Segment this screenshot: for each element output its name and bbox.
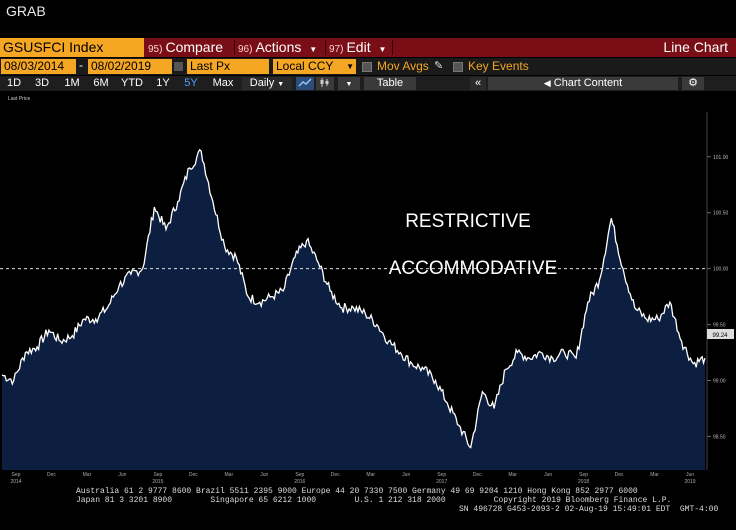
end-date-input[interactable]: 08/02/2019: [88, 59, 172, 74]
x-year-label: 2016: [294, 479, 305, 485]
mov-avgs-checkbox[interactable]: [362, 62, 372, 72]
view-type-label[interactable]: Line Chart: [663, 39, 728, 55]
y-tick-label: 99.50: [713, 323, 726, 329]
x-tick-label: Dec: [189, 472, 198, 478]
mov-avgs-label: Mov Avgs: [377, 59, 429, 73]
range-5y[interactable]: 5Y: [184, 77, 198, 89]
chevron-down-icon: ▼: [378, 45, 387, 54]
x-tick-label: Mar: [83, 472, 92, 478]
x-tick-label: Dec: [47, 472, 56, 478]
ticker-field[interactable]: GSUSFCI Index: [0, 38, 144, 57]
x-tick-label: Sep: [153, 472, 162, 478]
x-tick-label: Sep: [579, 472, 588, 478]
x-tick-label: Dec: [615, 472, 624, 478]
x-year-label: 2014: [10, 479, 21, 485]
x-tick-label: Dec: [331, 472, 340, 478]
start-date-input[interactable]: 08/03/2014: [1, 59, 76, 74]
chart-content-button[interactable]: ◀ Chart Content: [488, 77, 678, 90]
date-range-dash: -: [79, 58, 83, 72]
line-chart-glyph: [298, 78, 312, 87]
y-tick-label: 101.00: [713, 155, 729, 161]
legend-label: Last Price: [8, 96, 31, 102]
menu-divider: [325, 40, 326, 55]
x-year-label: 2017: [436, 479, 447, 485]
compare-number: 95): [148, 44, 163, 55]
x-year-label: 2015: [152, 479, 163, 485]
compare-label: Compare: [165, 39, 224, 55]
restrictive-annotation: RESTRICTIVE: [405, 211, 531, 232]
x-tick-label: Mar: [225, 472, 234, 478]
last-value-label: 99.24: [712, 333, 728, 339]
chevron-down-icon: ▼: [346, 62, 354, 71]
price-chart[interactable]: 101.00 100.50 100.00 99.50 99.00 98.50 RESTRI…: [0, 92, 736, 485]
y-tick-label: 100.00: [713, 267, 729, 273]
range-6m[interactable]: 6M: [93, 77, 109, 89]
x-tick-label: Mar: [650, 472, 659, 478]
compare-button[interactable]: 95) Compare: [148, 38, 223, 57]
x-tick-label: Mar: [366, 472, 375, 478]
frequency-label: Daily: [249, 77, 275, 89]
last-value-badge: [707, 329, 734, 339]
accommodative-annotation: ACCOMMODATIVE: [389, 258, 558, 279]
chevron-down-icon: ▼: [309, 45, 318, 54]
footer-contacts-1: Australia 61 2 9777 8600 Brazil 5511 239…: [76, 487, 638, 496]
actions-number: 96): [238, 44, 253, 55]
x-tick-label: Jun: [686, 472, 694, 478]
chevron-down-icon: ▼: [277, 81, 285, 88]
series-area: [2, 149, 705, 471]
range-3d[interactable]: 3D: [34, 77, 50, 89]
line-chart-icon[interactable]: [296, 77, 314, 90]
series-line: [1, 148, 706, 449]
gear-icon[interactable]: ⚙: [682, 77, 704, 90]
x-tick-label: Sep: [437, 472, 446, 478]
footer-contacts-2: Japan 81 3 3201 8900 Singapore 65 6212 1…: [76, 496, 672, 505]
frequency-select[interactable]: Daily ▼: [242, 77, 292, 90]
range-ytd[interactable]: YTD: [121, 77, 143, 89]
x-tick-label: Sep: [12, 472, 21, 478]
y-tick-label: 100.50: [713, 211, 729, 217]
x-year-label: 2019: [684, 479, 695, 485]
key-events-label: Key Events: [468, 59, 529, 73]
calendar-icon[interactable]: [174, 62, 183, 71]
currency-select[interactable]: Local CCY ▼: [273, 59, 356, 74]
chevron-left-icon: ◀: [543, 78, 551, 88]
edit-label: Edit: [346, 39, 371, 55]
x-tick-label: Jun: [260, 472, 268, 478]
menu-divider: [234, 40, 235, 55]
y-tick-label: 98.50: [713, 434, 726, 440]
x-tick-label: Dec: [473, 472, 482, 478]
chevron-down-icon: ▼: [345, 81, 353, 88]
candlestick-icon[interactable]: [316, 77, 334, 90]
footer-session: SN 496728 G453-2093-2 02-Aug-19 15:49:01…: [459, 505, 719, 514]
x-tick-label: Mar: [508, 472, 517, 478]
chart-style-dropdown[interactable]: ▼: [338, 77, 360, 90]
edit-number: 97): [329, 44, 344, 55]
command-bar: [0, 38, 736, 57]
key-events-checkbox[interactable]: [453, 62, 463, 72]
x-tick-label: Jun: [118, 472, 126, 478]
range-1y[interactable]: 1Y: [156, 77, 170, 89]
actions-button[interactable]: 96) Actions ▼: [238, 38, 317, 57]
field-select[interactable]: Last Px: [187, 59, 269, 74]
actions-label: Actions: [255, 39, 302, 55]
chart-content-label: Chart Content: [553, 77, 623, 89]
x-year-label: 2018: [578, 479, 589, 485]
currency-label: Local CCY: [276, 59, 334, 73]
range-max[interactable]: Max: [212, 77, 234, 89]
x-tick-label: Jun: [544, 472, 552, 478]
menu-divider: [392, 40, 393, 55]
pencil-icon[interactable]: ✎: [434, 60, 444, 72]
edit-button[interactable]: 97) Edit ▼: [329, 38, 386, 57]
window-title: GRAB: [6, 3, 46, 19]
table-button[interactable]: Table: [364, 77, 416, 90]
x-tick-label: Sep: [295, 472, 304, 478]
candlestick-glyph: [320, 78, 329, 87]
y-tick-label: 99.00: [713, 379, 726, 385]
x-tick-label: Jun: [402, 472, 410, 478]
range-1m[interactable]: 1M: [64, 77, 80, 89]
collapse-icon[interactable]: «: [470, 77, 486, 90]
range-1d[interactable]: 1D: [6, 77, 22, 89]
